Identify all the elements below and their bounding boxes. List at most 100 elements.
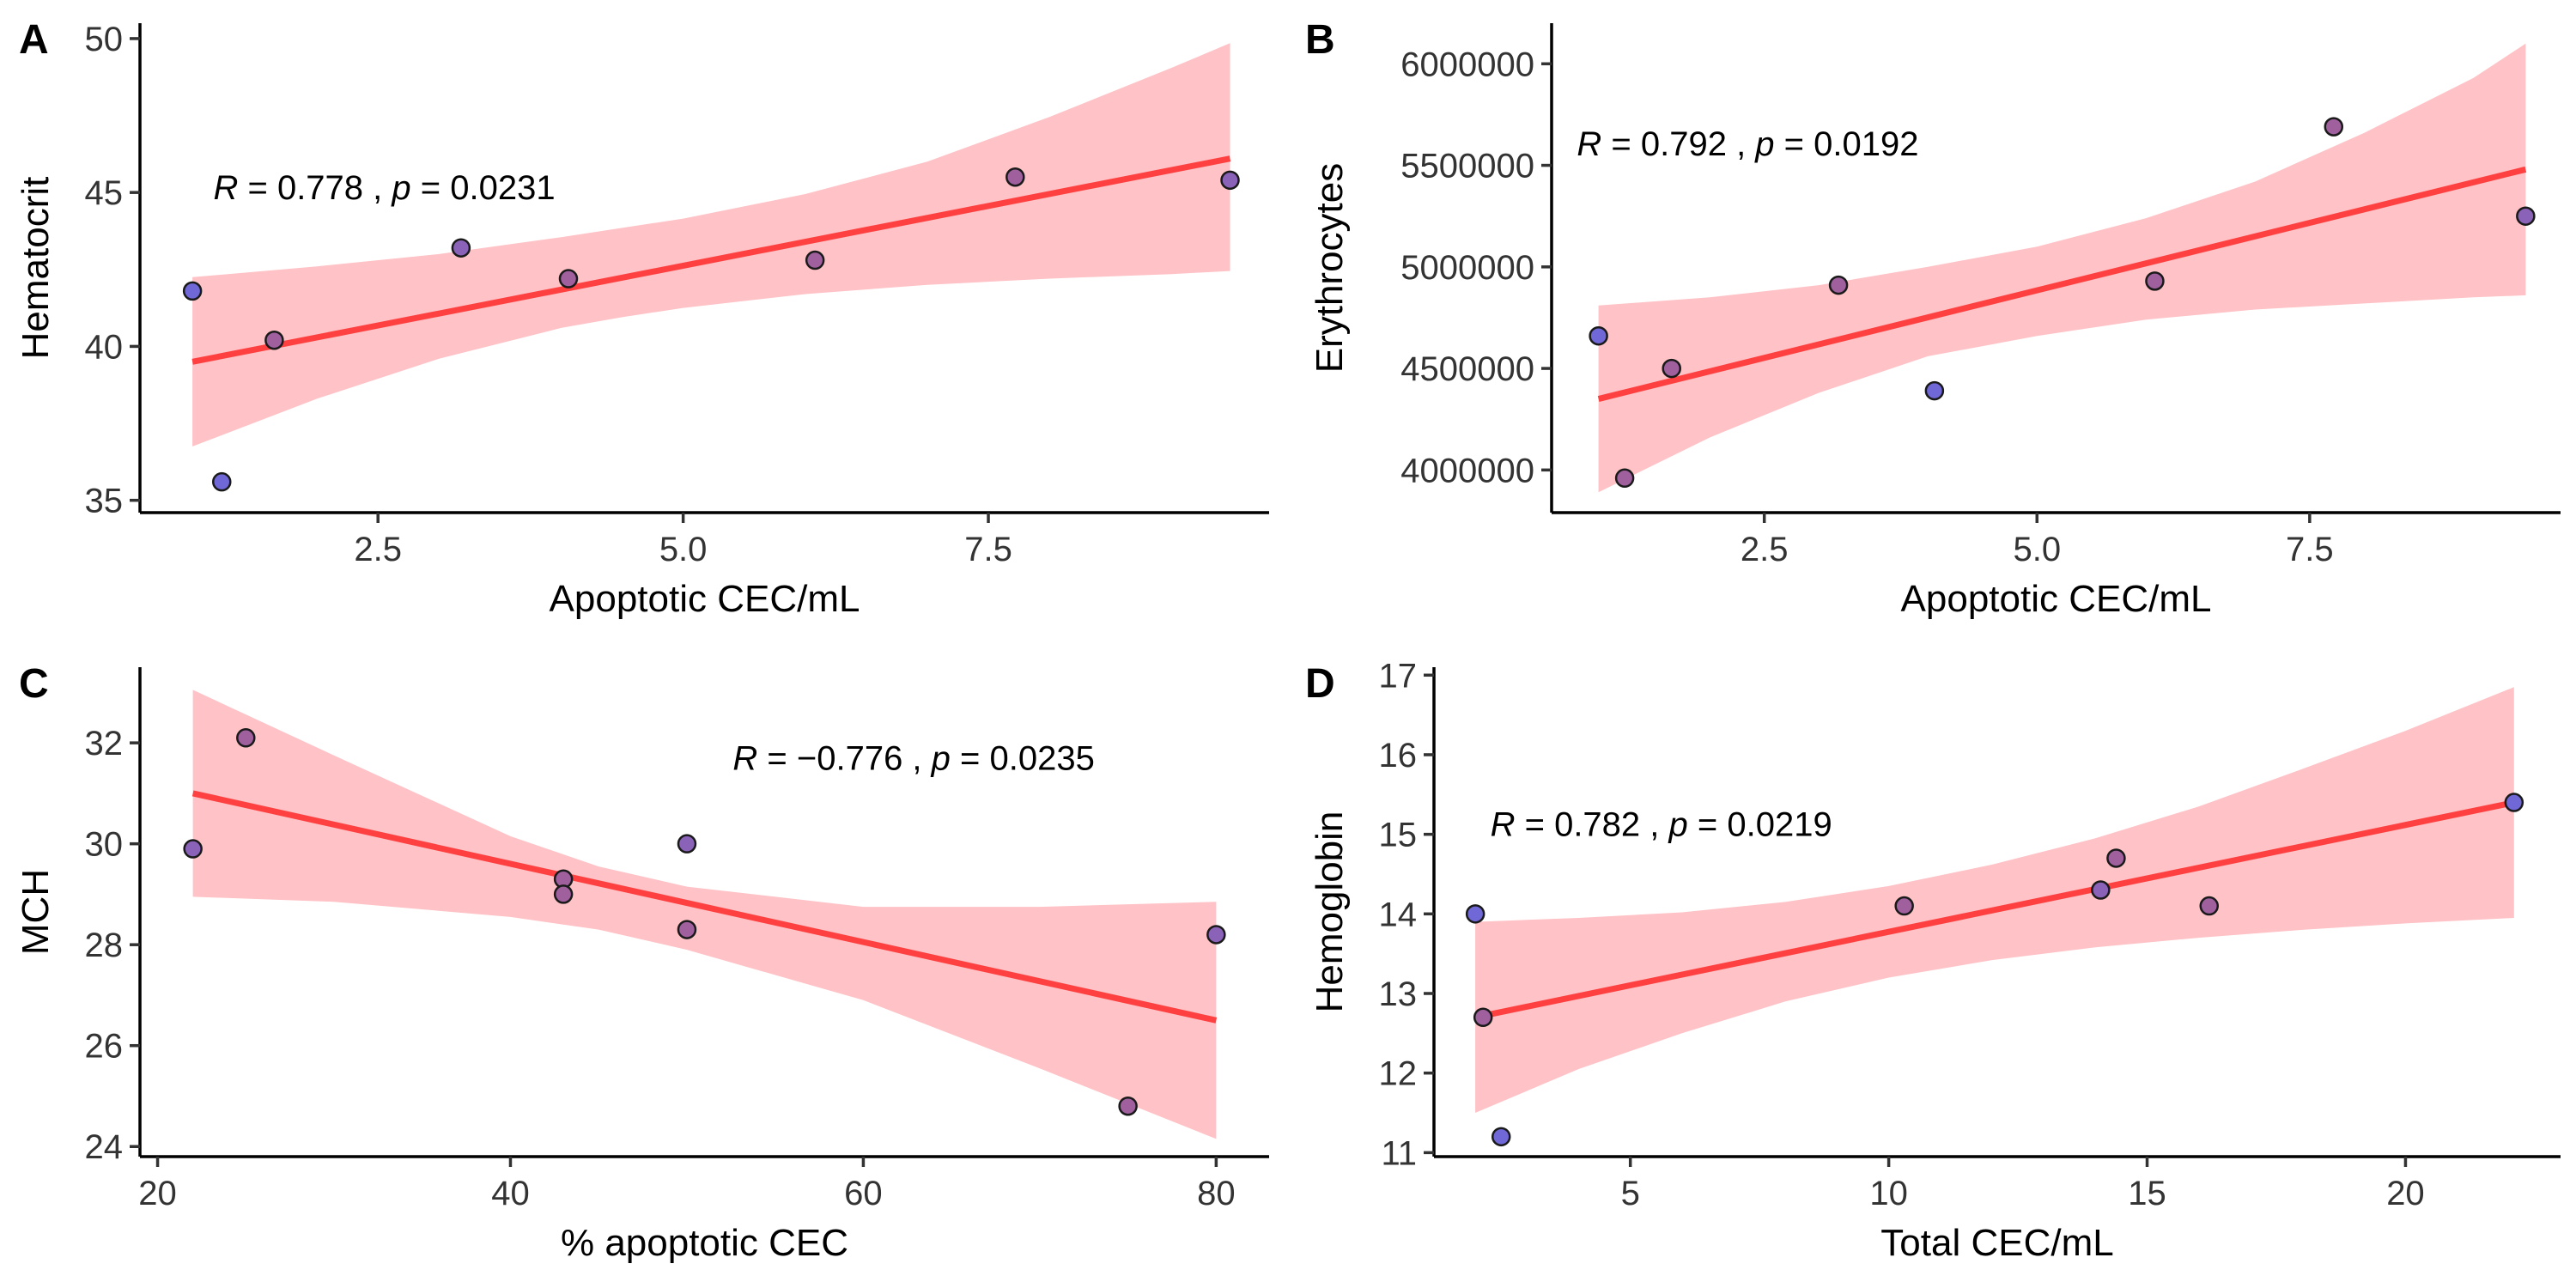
x-axis-title: Apoptotic CEC/mL [1901,578,2212,620]
y-axis-title: Erythrocytes [1309,163,1351,374]
stat-value: = 0.792 , [1601,125,1746,163]
y-tick-label: 30 [85,826,124,864]
y-tick-label: 12 [1379,1055,1418,1093]
stat-symbol: R [1491,806,1516,844]
y-tick-label: 45 [85,174,124,212]
y-tick-label: 6000000 [1400,46,1534,83]
y-tick-label: 17 [1379,657,1418,695]
data-point [2199,896,2220,916]
data-point [677,920,697,939]
x-tick-label: 40 [491,1175,530,1212]
correlation-annotation: R = −0.776 , p = 0.0235 [732,740,1094,778]
x-tick-label: 20 [138,1175,177,1212]
panel-b: 2.5 5.0 7.5 4000000 4500000 5000000 5500000 600… [1305,17,2561,620]
x-tick-label: 10 [1869,1175,1908,1212]
data-point [1828,275,1849,295]
data-point [1614,468,1635,489]
data-point [236,728,256,748]
panel-letter: D [1305,661,1335,707]
data-point [211,471,232,492]
x-tick-label: 5 [1621,1175,1640,1212]
stat-symbol: R [213,169,238,207]
confidence-band [1475,687,2514,1113]
data-point [182,281,203,301]
data-point [1473,1007,1493,1028]
data-point [183,839,203,859]
stat-symbol: p [1659,806,1687,844]
y-tick-label: 11 [1381,1134,1417,1172]
regression-line [191,155,1231,365]
y-tick-label: 4000000 [1400,452,1534,489]
stat-value: = 0.778 , [238,169,382,207]
y-tick-label: 16 [1379,737,1418,775]
data-point [2106,848,2126,868]
data-point [805,250,825,270]
data-point [2504,793,2524,812]
y-tick-label: 4500000 [1400,350,1534,388]
x-tick-label: 7.5 [2286,531,2334,568]
stat-value: = 0.782 , [1515,806,1659,844]
y-tick-label: 32 [85,725,124,762]
regression-line [1474,799,2515,1021]
data-point [1589,325,1608,346]
y-axis-title: Hemoglobin [1309,811,1351,1013]
y-tick-label: 28 [85,927,124,964]
data-point [1005,167,1025,187]
stat-symbol: p [1746,125,1774,163]
y-tick-label: 15 [1379,817,1418,854]
data-point [1491,1127,1511,1147]
data-point [2324,117,2344,137]
regression-line [1597,166,2527,402]
confidence-band [192,43,1230,447]
data-point [264,330,284,350]
stat-value: = 0.0192 [1775,125,1919,163]
y-tick-label: 35 [85,483,124,520]
data-point [677,834,697,854]
y-tick-label: 26 [85,1028,124,1066]
stat-value: = −0.776 , [757,740,921,778]
x-axis-title: Apoptotic CEC/mL [550,578,860,620]
confidence-band [192,690,1217,1139]
x-tick-label: 7.5 [964,531,1012,568]
x-axis-title: Total CEC/mL [1880,1222,2113,1264]
data-point [2516,206,2536,226]
data-point [1894,896,1914,916]
correlation-annotation: R = 0.778 , p = 0.0231 [213,169,555,207]
y-tick-label: 5500000 [1400,148,1534,185]
x-tick-label: 60 [844,1175,883,1212]
stat-value: = 0.0219 [1688,806,1832,844]
data-point [1206,925,1226,945]
data-point [1662,358,1681,379]
y-tick-label: 24 [85,1128,124,1166]
panel-letter: B [1305,17,1335,63]
data-point [1118,1096,1138,1116]
y-tick-label: 5000000 [1400,249,1534,287]
data-point [1465,904,1485,924]
x-tick-label: 80 [1197,1175,1236,1212]
regression-line [191,790,1218,1024]
data-point [558,269,579,289]
y-axis-title: Hematocrit [15,177,57,360]
stat-value: = 0.0231 [411,169,556,207]
correlation-annotation: R = 0.782 , p = 0.0219 [1491,806,1832,844]
data-point [1924,380,1945,401]
data-point [2145,271,2165,291]
panel-letter: C [19,661,49,707]
y-tick-label: 14 [1379,896,1418,933]
stat-symbol: p [382,169,410,207]
panel-c: 20 40 60 80 24 26 28 30 32 % apoptotic CEC MCH C R =… [15,661,1269,1264]
panel-letter: A [19,17,49,63]
data-point [553,884,574,904]
x-tick-label: 5.0 [2013,531,2061,568]
y-axis-title: MCH [15,869,57,955]
data-point [2091,880,2111,900]
x-tick-label: 5.0 [659,531,708,568]
x-tick-label: 15 [2128,1175,2166,1212]
x-tick-label: 20 [2386,1175,2425,1212]
x-tick-label: 2.5 [1741,531,1789,568]
stat-value: = 0.0235 [951,740,1095,778]
stat-symbol: p [922,740,951,778]
data-point [1220,170,1240,191]
correlation-annotation: R = 0.792 , p = 0.0192 [1577,125,1918,163]
